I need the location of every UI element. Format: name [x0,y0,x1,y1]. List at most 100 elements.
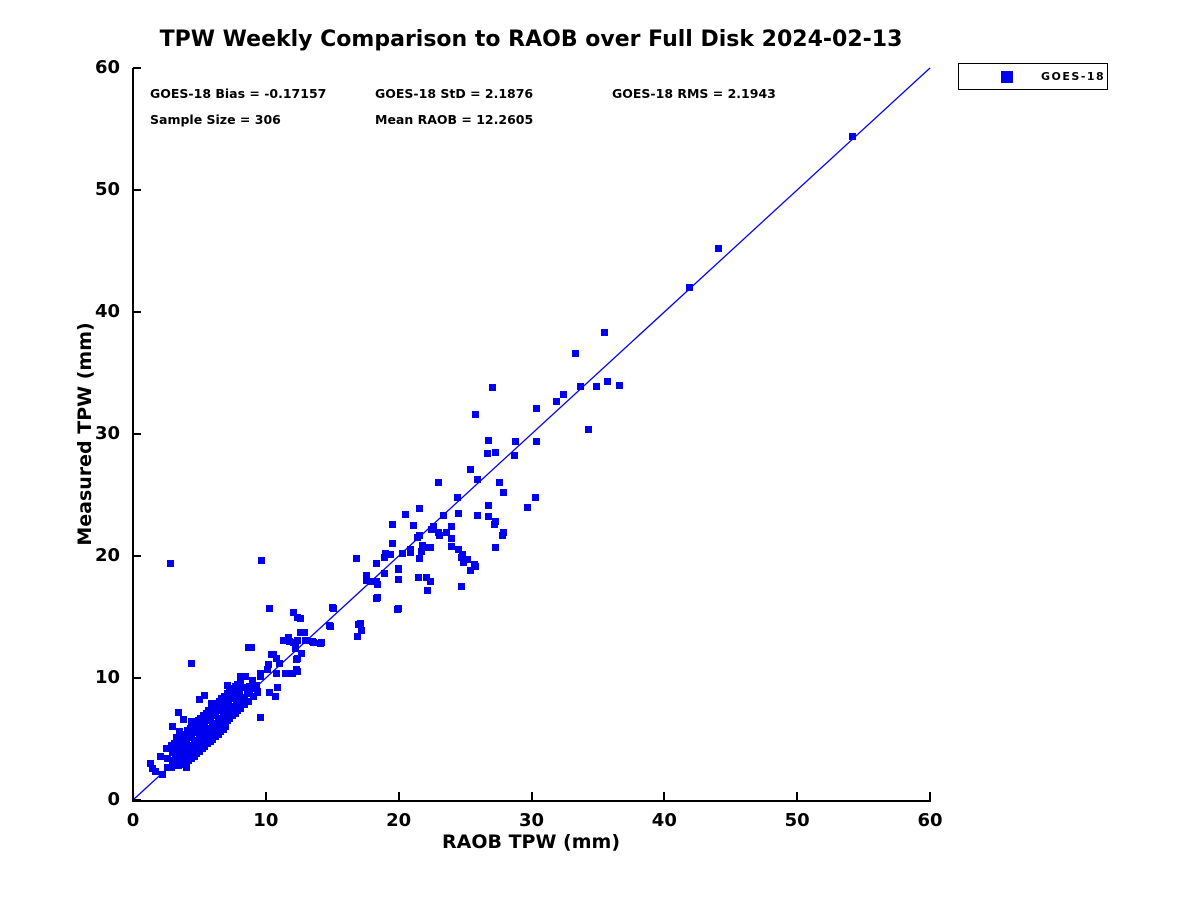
chart-title: TPW Weekly Comparison to RAOB over Full … [159,27,903,52]
scatter-point [533,404,541,412]
scatter-point [357,626,365,634]
x-tick-label: 20 [386,810,412,831]
y-tick-label: 50 [94,179,120,200]
scatter-point [245,697,253,705]
scatter-point [387,551,395,559]
scatter-point [290,639,298,647]
scatter-point [257,669,265,677]
scatter-point [291,645,299,653]
scatter-point [239,684,247,692]
y-tick-label: 10 [94,667,120,688]
scatter-point [266,604,274,612]
y-tick-mark [133,311,141,313]
scatter-point [300,629,308,637]
scatter-point [237,678,245,686]
scatter-point [372,559,380,567]
scatter-point [489,384,497,392]
scatter-point [440,512,448,520]
stat-std: GOES-18 StD = 2.1876 [375,86,534,101]
scatter-point [500,489,508,497]
scatter-point [294,613,302,621]
scatter-point [242,673,250,681]
scatter-point [237,705,245,712]
scatter-point [222,723,230,731]
scatter-point [294,668,302,676]
scatter-point [174,762,182,770]
scatter-point [424,586,432,594]
scatter-point [152,768,160,776]
scatter-point [415,574,423,582]
scatter-point [146,759,154,767]
x-axis-label: RAOB TPW (mm) [441,831,621,853]
scatter-point [254,689,262,697]
scatter-point [174,708,182,716]
scatter-point [223,681,231,689]
scatter-point [577,382,585,390]
scatter-point [367,578,375,586]
y-tick-mark [133,433,141,435]
scatter-point [292,656,300,664]
x-tick-label: 50 [784,810,810,831]
y-tick-label: 60 [94,57,120,78]
scatter-point [553,397,561,405]
scatter-point [363,576,371,584]
scatter-point [149,764,157,772]
scatter-point [419,541,427,549]
scatter-point [464,556,472,564]
scatter-point [473,475,481,483]
scatter-point [201,691,209,699]
scatter-point [302,636,310,644]
x-tick-mark [264,792,267,800]
x-tick-mark [929,792,931,800]
scatter-point [457,553,465,561]
scatter-point [179,715,187,723]
scatter-point [409,522,417,529]
scatter-point [429,523,437,531]
scatter-point [407,546,415,554]
scatter-point [454,546,462,554]
scatter-point [164,755,172,763]
stat-bias: GOES-18 Bias = -0.17157 [150,86,327,101]
scatter-point [559,391,567,399]
scatter-point [363,572,371,580]
scatter-point [175,728,183,736]
scatter-point [243,690,251,698]
scatter-point [593,382,601,390]
x-tick-label: 60 [917,810,943,831]
scatter-point [492,448,500,456]
plot-area: 0 10 20 30 40 50 60 0 10 20 30 40 50 60 [95,58,943,832]
scatter-point [686,284,694,292]
scatter-point [399,550,407,558]
stat-rms: GOES-18 RMS = 2.1943 [612,86,776,101]
scatter-point [435,529,443,537]
scatter-point [435,479,443,487]
scatter-point [380,569,388,577]
scatter-point [310,639,318,647]
scatter-point [187,659,195,667]
scatter-point [485,436,493,444]
scatter-point [395,575,403,583]
scatter-point [380,553,388,561]
scatter-point [485,502,493,510]
scatter-point [492,518,500,526]
scatter-point [158,770,166,778]
scatter-point [166,559,174,567]
scatter-point [416,554,424,562]
scatter-point [401,511,409,519]
y-tick-label: 40 [94,301,120,322]
scatter-point [715,245,723,253]
x-tick-mark [796,792,799,800]
scatter-point [195,696,203,704]
scatter-point [169,723,177,731]
scatter-point [257,713,265,721]
scatter-point [454,509,462,517]
y-tick-mark [133,189,141,191]
scatter-point [288,669,296,677]
x-tick-mark [530,792,533,800]
scatter-point [500,529,508,537]
scatter-point [603,378,611,386]
scatter-point [249,676,257,684]
scatter-point [178,734,186,742]
y-tick-label: 30 [94,423,120,444]
scatter-point [157,752,165,760]
